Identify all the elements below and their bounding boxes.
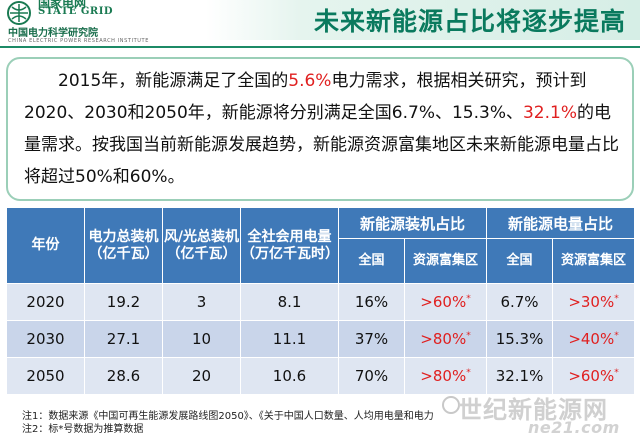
footnote-1: 注1：数据来源《中国可再生能源发展路线图2050》、《关于中国人口数量、人均用电… [22, 411, 434, 422]
intro-highlight-2: 32.1% [522, 103, 577, 123]
estimate-star: * [614, 331, 619, 341]
installed-rich-value: >80% [420, 330, 467, 348]
watermark-url: ne21.com [528, 418, 620, 437]
estimate-star: * [466, 331, 471, 341]
cell-energy-national: 15.3% [486, 320, 554, 358]
cell-consumption: 10.6 [240, 357, 339, 395]
cell-energy-rich: >30%* [552, 283, 636, 321]
institute-name-en: CHINA ELECTRIC POWER RESEARCH INSTITUTE [8, 38, 149, 44]
energy-rich-value: >40% [568, 330, 615, 348]
header-energy-national: 全国 [486, 238, 554, 284]
title-band: 未来新能源占比将逐步提高 [206, 0, 640, 40]
cell-installed-rich: >80%* [403, 357, 488, 395]
state-grid-logo-icon [7, 1, 31, 25]
cell-energy-national: 6.7% [486, 283, 554, 321]
wechat-watermark-icon [442, 396, 460, 414]
cell-energy-rich: >60%* [552, 357, 636, 395]
energy-rich-value: >60% [568, 367, 615, 385]
table-row: 2050 28.6 20 10.6 70% >80%* 32.1% >60%* [6, 357, 636, 395]
cell-energy-national: 32.1% [486, 357, 554, 395]
energy-rich-value: >30% [568, 293, 615, 311]
header: 国家电网 STATE GRID 中国电力科学研究院 CHINA ELECTRIC… [0, 0, 640, 50]
intro-highlight-1: 5.6% [288, 71, 332, 91]
cell-capacity: 19.2 [84, 283, 163, 321]
cell-wind-solar: 10 [162, 320, 241, 358]
header-installed-share: 新能源装机占比 [337, 207, 488, 239]
projection-table: 年份 电力总装机（亿千瓦） 风/光总装机（亿千瓦） 全社会用电量（万亿千瓦时） … [6, 207, 636, 395]
header-energy-rich: 资源富集区 [552, 238, 636, 284]
intro-text-2: 电力需求，根据相关研究，预计到2020、2030和2050年，新能源将分别满足全… [24, 71, 587, 123]
estimate-star: * [466, 368, 471, 378]
cell-installed-rich: >60%* [403, 283, 488, 321]
footnote-2: 注2：标*号数据为推算数据 [22, 424, 144, 435]
cell-consumption: 8.1 [240, 283, 339, 321]
logo-en: STATE GRID [38, 6, 114, 17]
estimate-star: * [466, 294, 471, 304]
header-wind-solar: 风/光总装机（亿千瓦） [162, 207, 241, 284]
cell-year: 2050 [6, 357, 85, 395]
page-title: 未来新能源占比将逐步提高 [313, 7, 626, 36]
estimate-star: * [614, 368, 619, 378]
table-row: 2020 19.2 3 8.1 16% >60%* 6.7% >30%* [6, 283, 636, 321]
header-consumption: 全社会用电量（万亿千瓦时） [240, 207, 339, 284]
cell-year: 2030 [6, 320, 85, 358]
cell-energy-rich: >40%* [552, 320, 636, 358]
cell-installed-national: 37% [338, 320, 405, 358]
intro-paragraph: 2015年，新能源满足了全国的5.6%电力需求，根据相关研究，预计到2020、2… [24, 65, 620, 193]
watermark-text: 世纪新能源网 [458, 396, 608, 424]
header-energy-share: 新能源电量占比 [486, 207, 636, 239]
header-installed-national: 全国 [338, 238, 405, 284]
header-year: 年份 [6, 207, 85, 284]
cell-installed-national: 70% [338, 357, 405, 395]
intro-box: 2015年，新能源满足了全国的5.6%电力需求，根据相关研究，预计到2020、2… [6, 57, 634, 201]
cell-capacity: 28.6 [84, 357, 163, 395]
cell-wind-solar: 20 [162, 357, 241, 395]
title-divider [0, 46, 640, 48]
cell-installed-rich: >80%* [403, 320, 488, 358]
estimate-star: * [614, 294, 619, 304]
cell-capacity: 27.1 [84, 320, 163, 358]
installed-rich-value: >80% [420, 367, 467, 385]
intro-text-1: 2015年，新能源满足了全国的 [58, 71, 289, 91]
institute-name-cn: 中国电力科学研究院 [8, 28, 98, 39]
cell-installed-national: 16% [338, 283, 405, 321]
table-row: 2030 27.1 10 11.1 37% >80%* 15.3% >40%* [6, 320, 636, 358]
header-installed-rich: 资源富集区 [403, 238, 488, 284]
cell-year: 2020 [6, 283, 85, 321]
header-capacity: 电力总装机（亿千瓦） [84, 207, 163, 284]
footnotes: 注1：数据来源《中国可再生能源发展路线图2050》、《关于中国人口数量、人均用电… [22, 410, 434, 436]
cell-wind-solar: 3 [162, 283, 241, 321]
intro-text-3: 的电量需求。按我国当前新能源发展趋势，新能源资源富集地区未来新能源电量占比将超过… [24, 103, 619, 187]
logo-cn: 国家电网 [38, 0, 87, 10]
cell-consumption: 11.1 [240, 320, 339, 358]
installed-rich-value: >60% [420, 293, 467, 311]
